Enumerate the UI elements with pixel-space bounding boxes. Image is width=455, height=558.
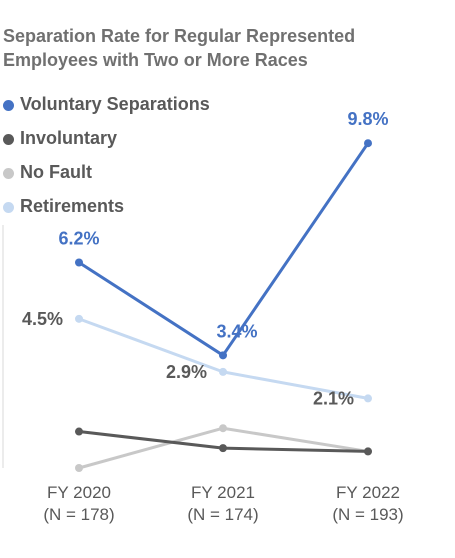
legend-label-voluntary: Voluntary Separations	[20, 94, 210, 114]
x-tick-n-fy2020: (N = 178)	[43, 505, 115, 524]
data-label-retirements-1: 2.9%	[166, 362, 207, 382]
x-tick-n-fy2021: (N = 174)	[187, 505, 259, 524]
x-tick-label-fy2022: FY 2022	[336, 483, 400, 502]
data-point-voluntary-separations-0	[75, 258, 83, 267]
x-tick-label-fy2021: FY 2021	[191, 483, 255, 502]
legend-label-involuntary: Involuntary	[20, 128, 118, 148]
x-tick-fy2022: FY 2022 (N = 193)	[308, 482, 428, 526]
data-point-voluntary-separations-2	[364, 139, 372, 148]
x-tick-fy2021: FY 2021 (N = 174)	[163, 482, 283, 526]
data-label-voluntary-separations-1: 3.4%	[216, 321, 257, 341]
data-point-involuntary-2	[364, 447, 372, 456]
data-label-retirements-0: 4.5%	[22, 309, 63, 329]
data-point-retirements-2	[364, 394, 372, 403]
x-tick-n-fy2022: (N = 193)	[332, 505, 404, 524]
legend-marker-no-fault	[3, 168, 14, 179]
legend-label-no-fault: No Fault	[20, 162, 92, 182]
data-point-retirements-1	[219, 367, 227, 376]
legend-label-retirements: Retirements	[20, 196, 125, 216]
x-tick-fy2020: FY 2020 (N = 178)	[19, 482, 139, 526]
legend-marker-retirements	[3, 202, 14, 213]
data-point-retirements-0	[75, 314, 83, 323]
data-label-retirements-2: 2.1%	[313, 388, 354, 408]
data-point-no-fault-0	[75, 464, 83, 472]
data-point-no-fault-1	[219, 424, 227, 433]
data-point-involuntary-0	[75, 427, 83, 436]
chart-title: Separation Rate for Regular Represented …	[3, 26, 356, 70]
legend-marker-involuntary	[3, 134, 14, 145]
data-point-voluntary-separations-1	[219, 351, 227, 360]
data-label-voluntary-separations-0: 6.2%	[58, 229, 99, 249]
legend-marker-voluntary	[3, 100, 14, 111]
data-label-voluntary-separations-2: 9.8%	[347, 109, 388, 129]
data-point-involuntary-1	[219, 444, 227, 453]
x-tick-label-fy2020: FY 2020	[47, 483, 111, 502]
